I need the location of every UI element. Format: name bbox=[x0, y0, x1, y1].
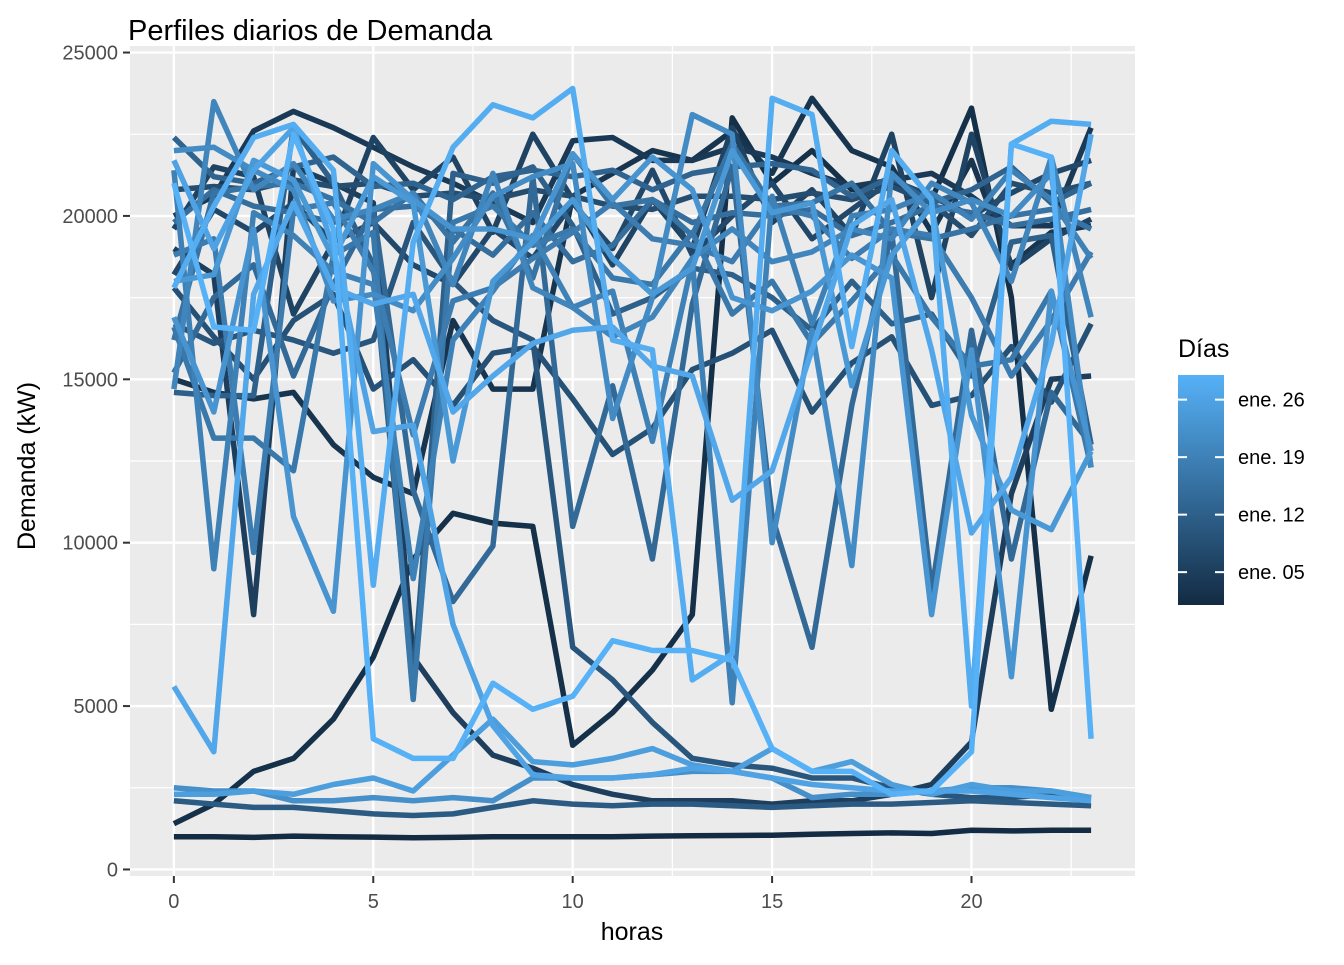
series-line-day-3 bbox=[173, 95, 1092, 497]
y-axis-label: Demanda (kW) bbox=[13, 382, 41, 550]
series-lines bbox=[171, 85, 1094, 841]
x-tick-label: 0 bbox=[168, 891, 179, 913]
x-axis: 0 5 10 15 20 bbox=[168, 876, 983, 913]
chart-title: Perfiles diarios de Demanda bbox=[128, 15, 493, 47]
legend-label: ene. 26 bbox=[1238, 390, 1305, 412]
x-tick-label: 5 bbox=[368, 891, 379, 913]
legend: Días ene. 26 ene. 19 ene. 12 ene. 05 bbox=[1178, 335, 1305, 605]
y-tick-label: 20000 bbox=[62, 206, 118, 228]
legend-label: ene. 12 bbox=[1238, 505, 1305, 527]
y-axis: 0 5000 10000 15000 20000 25000 bbox=[62, 43, 130, 881]
legend-ticks: ene. 26 ene. 19 ene. 12 ene. 05 bbox=[1178, 390, 1305, 584]
x-tick-label: 15 bbox=[761, 891, 783, 913]
series-line-day-5 bbox=[172, 164, 1092, 807]
y-tick-label: 5000 bbox=[74, 696, 119, 718]
y-tick-label: 10000 bbox=[62, 533, 118, 555]
y-tick-label: 15000 bbox=[62, 369, 118, 391]
y-tick-label: 0 bbox=[107, 859, 118, 881]
series-line-day-29 bbox=[171, 131, 1094, 798]
series-line-day-4 bbox=[172, 108, 1094, 229]
legend-colorbar bbox=[1178, 375, 1224, 605]
series-line-day-24 bbox=[173, 147, 1094, 533]
series-line-day-1 bbox=[173, 827, 1092, 841]
legend-title: Días bbox=[1178, 335, 1229, 363]
x-axis-label: horas bbox=[601, 918, 664, 946]
series-line-day-21 bbox=[173, 111, 1094, 569]
legend-label: ene. 19 bbox=[1238, 447, 1305, 469]
y-tick-label: 25000 bbox=[62, 43, 118, 65]
series-line-day-26 bbox=[171, 124, 1092, 804]
series-line-day-11 bbox=[173, 798, 1092, 819]
series-line-day-23 bbox=[171, 151, 1094, 680]
x-tick-label: 20 bbox=[960, 891, 982, 913]
legend-label: ene. 05 bbox=[1238, 562, 1305, 584]
x-tick-label: 10 bbox=[562, 891, 584, 913]
series-line-day-28 bbox=[171, 85, 1092, 709]
series-line-day-17 bbox=[171, 203, 1094, 703]
